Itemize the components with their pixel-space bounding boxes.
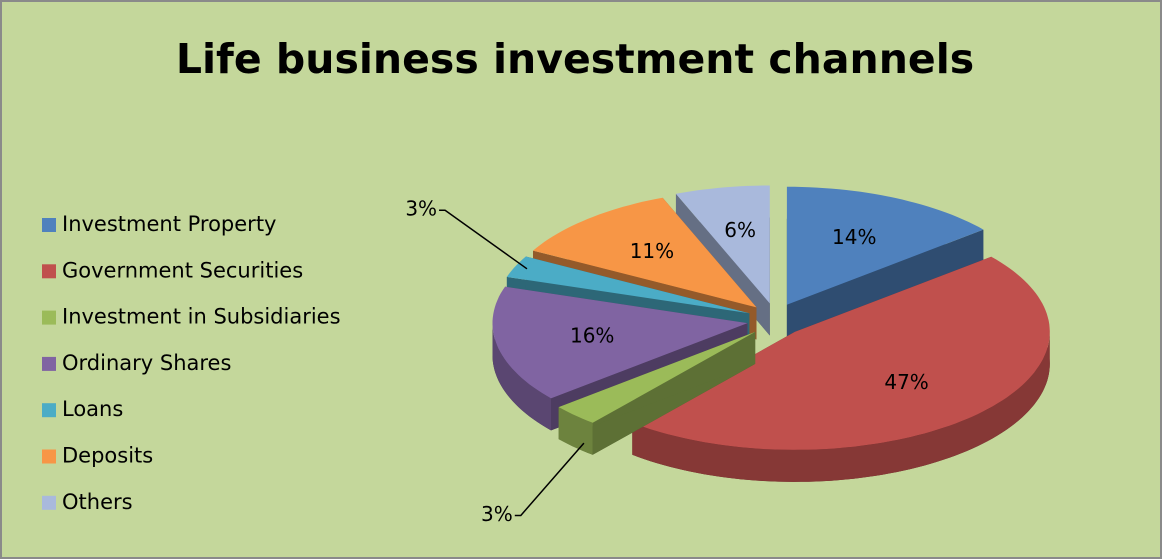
pie: 14% 47% 3% 16% 3% 11% 6% xyxy=(405,185,1050,526)
legend: Investment Property Government Securities… xyxy=(42,212,341,514)
legend-label: Loans xyxy=(62,397,123,421)
data-label: 11% xyxy=(630,239,674,263)
legend-label: Investment in Subsidiaries xyxy=(62,305,341,329)
data-label: 14% xyxy=(832,225,876,249)
slice xyxy=(675,185,770,304)
data-label: 16% xyxy=(570,323,614,347)
data-label: 3% xyxy=(481,502,513,526)
legend-swatch xyxy=(42,403,56,418)
slice xyxy=(492,286,748,399)
data-label: 47% xyxy=(884,370,928,394)
legend-swatch xyxy=(42,310,56,325)
legend-swatch xyxy=(42,449,56,464)
legend-swatch xyxy=(42,218,56,232)
slice xyxy=(632,256,1050,450)
data-label: 6% xyxy=(724,218,756,242)
slice xyxy=(533,197,757,308)
slice xyxy=(786,186,984,305)
legend-swatch xyxy=(42,264,56,279)
slice-side xyxy=(632,331,1050,482)
legend-label: Government Securities xyxy=(62,258,303,282)
legend-label: Ordinary Shares xyxy=(62,351,231,375)
slice-side xyxy=(492,323,551,431)
slice-wall xyxy=(786,229,984,337)
slice xyxy=(558,331,756,423)
leader-line xyxy=(439,209,528,270)
legend-swatch xyxy=(42,356,56,371)
leader-line xyxy=(514,442,585,517)
slice xyxy=(506,256,750,314)
chart-title: Life business investment channels xyxy=(176,35,974,83)
slice-side xyxy=(558,407,593,455)
legend-swatch xyxy=(42,495,56,510)
data-label: 3% xyxy=(405,197,437,221)
legend-label: Others xyxy=(62,490,133,514)
legend-label: Deposits xyxy=(62,444,153,468)
legend-label: Investment Property xyxy=(62,212,276,236)
